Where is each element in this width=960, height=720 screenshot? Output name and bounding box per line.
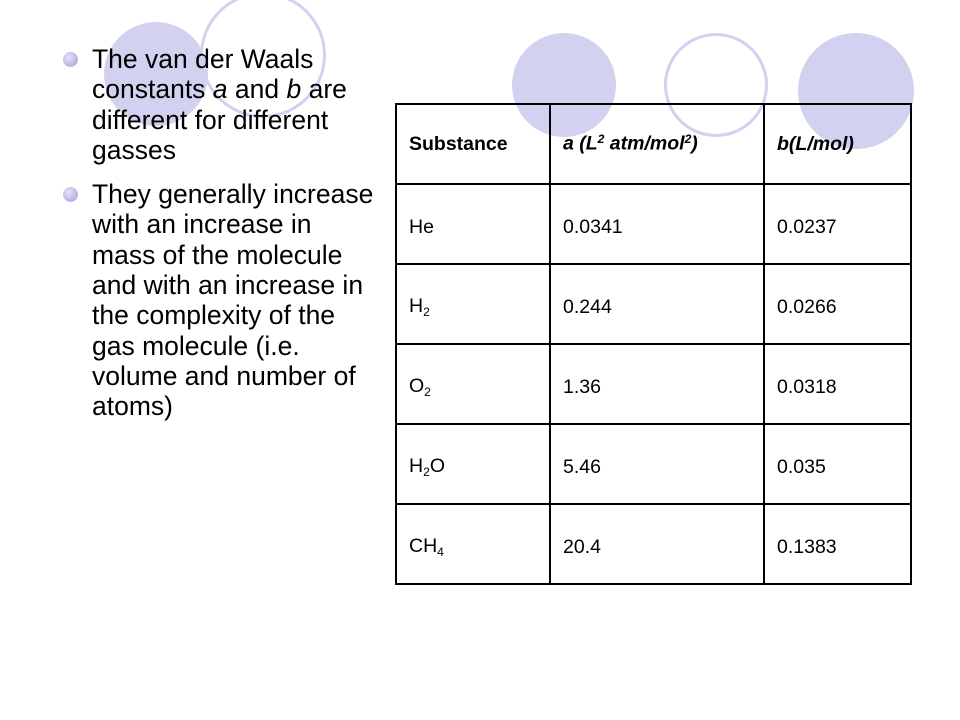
header-a-sup-1: 2 xyxy=(597,132,605,147)
substance-base: O xyxy=(409,374,425,397)
b-value-cell: 0.035 xyxy=(763,423,912,505)
substance-subscript: 4 xyxy=(437,545,444,560)
b-value-cell: 0.0318 xyxy=(763,343,912,425)
b-value-cell: 0.0237 xyxy=(763,183,912,265)
a-value-cell: 0.244 xyxy=(549,263,765,345)
header-a-sup-2: 2 xyxy=(684,132,692,147)
table-row: O2 1.36 0.0318 xyxy=(395,343,912,425)
table-row: He 0.0341 0.0237 xyxy=(395,183,912,265)
van-der-waals-table: Substance a (L2 atm/mol2) b(L/mol) He 0.… xyxy=(395,103,912,585)
substance-subscript: 2 xyxy=(424,385,431,400)
substance-base: CH xyxy=(409,534,438,557)
header-a-mid: atm/mol xyxy=(604,132,685,155)
bullet-item-1: The van der Waals constants a and b are … xyxy=(60,44,380,165)
a-value-cell: 0.0341 xyxy=(549,183,765,265)
substance-subscript: 2 xyxy=(423,465,430,480)
decor-ring-left xyxy=(200,0,326,118)
b-value-cell: 0.1383 xyxy=(763,503,912,585)
substance-cell: H2O xyxy=(395,423,551,505)
substance-cell: CH4 xyxy=(395,503,551,585)
bullet-1-part-2: and xyxy=(227,74,287,105)
substance-base: H xyxy=(409,454,424,477)
variable-a: a xyxy=(212,74,228,105)
decor-circle-left xyxy=(104,22,208,126)
substance-cell: O2 xyxy=(395,343,551,425)
a-value-cell: 1.36 xyxy=(549,343,765,425)
bullet-1-part-1: The van der Waals constants xyxy=(92,44,314,105)
header-a: a (L2 atm/mol2) xyxy=(549,103,765,185)
bullet-dot-icon xyxy=(63,52,78,67)
a-value-cell: 20.4 xyxy=(549,503,765,585)
substance-base: He xyxy=(409,215,434,238)
a-value-cell: 5.46 xyxy=(549,423,765,505)
table-header-row: Substance a (L2 atm/mol2) b(L/mol) xyxy=(395,103,912,185)
bullet-text-2: They generally increase with an increase… xyxy=(92,179,374,422)
substance-cell: He xyxy=(395,183,551,265)
header-a-end: ) xyxy=(691,132,698,155)
b-value-cell: 0.0266 xyxy=(763,263,912,345)
header-substance: Substance xyxy=(395,103,551,185)
bullet-dot-icon xyxy=(63,187,78,203)
substance-subscript: 2 xyxy=(423,305,430,320)
bullet-1-part-3: are different for different gasses xyxy=(92,74,347,165)
bullet-item-2: They generally increase with an increase… xyxy=(60,179,380,421)
header-a-base: a (L xyxy=(563,132,598,155)
substance-cell: H2 xyxy=(395,263,551,345)
header-b: b(L/mol) xyxy=(763,103,912,185)
table-row: H2O 5.46 0.035 xyxy=(395,423,912,505)
substance-base: H xyxy=(409,294,424,317)
table-row: CH4 20.4 0.1383 xyxy=(395,503,912,585)
bullet-text-1: The van der Waals constants a and b are … xyxy=(92,44,380,165)
bullet-list: The van der Waals constants a and b are … xyxy=(60,44,380,436)
table-row: H2 0.244 0.0266 xyxy=(395,263,912,345)
variable-b: b xyxy=(286,74,302,105)
substance-tail: O xyxy=(429,454,445,477)
